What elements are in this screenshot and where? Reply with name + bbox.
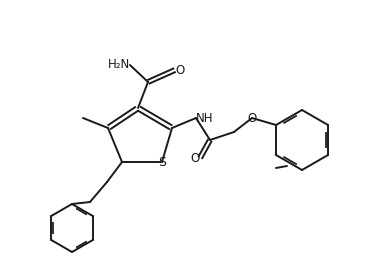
Text: O: O (175, 64, 184, 76)
Text: O: O (247, 112, 257, 124)
Text: NH: NH (196, 112, 213, 124)
Text: O: O (191, 152, 200, 164)
Text: H₂N: H₂N (108, 59, 130, 72)
Text: S: S (158, 156, 166, 169)
